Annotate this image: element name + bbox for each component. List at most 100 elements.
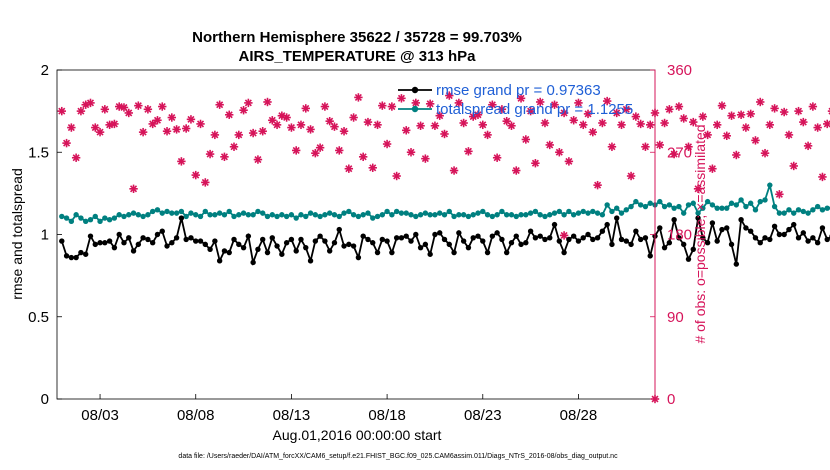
- x-tick-label: 08/03: [81, 407, 119, 424]
- obs-count-point: [306, 125, 315, 134]
- totalspread-point: [413, 213, 419, 220]
- obs-count-point: [71, 153, 81, 162]
- rmse-point: [173, 235, 180, 241]
- rmse-point: [221, 248, 228, 254]
- obs-count-point: [110, 119, 119, 129]
- obs-count-point: [679, 114, 688, 123]
- totalspread-point: [279, 212, 285, 218]
- totalspread-point: [341, 210, 347, 216]
- rmse-point: [303, 244, 309, 251]
- rmse-point: [130, 248, 137, 254]
- rmse-point: [417, 244, 424, 251]
- totalspread-point: [633, 198, 639, 205]
- obs-count-point: [588, 127, 598, 137]
- rmse-point: [322, 238, 328, 244]
- totalspread-point: [331, 212, 338, 218]
- obs-count-point: [641, 142, 650, 151]
- totalspread-point: [126, 212, 132, 218]
- obs-count-point: [311, 148, 320, 158]
- totalspread-point: [475, 210, 481, 216]
- obs-count-point: [655, 140, 664, 150]
- obs-count-point: [339, 127, 349, 136]
- obs-count-point: [402, 126, 411, 135]
- rmse-point: [164, 243, 170, 249]
- totalspread-point: [149, 208, 156, 215]
- totalspread-point: [360, 212, 366, 218]
- totalspread-point: [288, 212, 295, 218]
- totalspread-point: [293, 215, 299, 221]
- rmse-point: [532, 235, 539, 241]
- obs-count-point: [411, 98, 420, 108]
- totalspread-point: [704, 198, 711, 205]
- totalspread-point: [159, 210, 165, 216]
- obs-count-point: [282, 113, 291, 122]
- obs-count-point: [684, 142, 693, 151]
- rmse-point: [432, 231, 438, 238]
- x-tick-label: 08/28: [560, 407, 598, 424]
- obs-count-point: [531, 159, 540, 168]
- rmse-point: [145, 236, 151, 243]
- obs-count-point: [459, 118, 468, 128]
- rmse-point: [460, 238, 467, 244]
- totalspread-point: [87, 216, 94, 223]
- rmse-point: [159, 228, 165, 234]
- rmse-point: [293, 248, 299, 254]
- rmse-point: [255, 246, 261, 253]
- rmse-point: [819, 225, 826, 231]
- totalspread-point: [408, 212, 414, 218]
- totalspread-point: [432, 212, 438, 218]
- totalspread-point: [226, 208, 232, 215]
- rmse-point: [657, 225, 663, 231]
- rmse-point: [393, 235, 400, 241]
- totalspread-point: [374, 213, 381, 220]
- rmse-point: [814, 240, 821, 246]
- obs-count-point: [473, 110, 483, 119]
- totalspread-point: [83, 218, 89, 225]
- rmse-point: [551, 221, 558, 228]
- obs-count-point: [301, 104, 310, 113]
- obs-count-point: [62, 138, 71, 148]
- rmse-point: [681, 241, 687, 248]
- rmse-point: [384, 238, 390, 244]
- y-tick-label: 2: [41, 62, 49, 79]
- totalspread-point: [111, 215, 118, 221]
- x-tick-label: 08/13: [273, 407, 311, 424]
- totalspread-point: [350, 212, 357, 218]
- rmse-point: [781, 231, 787, 238]
- rmse-point: [614, 215, 620, 221]
- totalspread-point: [441, 212, 448, 218]
- rmse-point: [83, 251, 89, 257]
- totalspread-point: [250, 212, 256, 218]
- obs-count-point: [225, 110, 234, 119]
- obs-count-point: [205, 149, 215, 159]
- totalspread-point: [489, 213, 496, 220]
- rmse-point: [250, 259, 256, 266]
- totalspread-point: [145, 212, 151, 218]
- obs-count-point: [669, 149, 679, 159]
- totalspread-point: [570, 212, 577, 218]
- totalspread-point: [767, 182, 773, 188]
- obs-count-point: [421, 154, 430, 163]
- y-tick-label: 0.5: [28, 309, 49, 326]
- obs-count-point: [445, 91, 454, 100]
- obs-count-point: [712, 120, 722, 130]
- obs-count-point: [799, 117, 808, 127]
- rmse-point: [341, 243, 347, 249]
- totalspread-point: [728, 200, 735, 206]
- rmse-point: [609, 241, 615, 248]
- obs-count-point: [488, 100, 497, 109]
- totalspread-point: [657, 198, 663, 205]
- obs-count-point: [191, 170, 200, 180]
- totalspread-point: [671, 205, 677, 211]
- rmse-point: [709, 220, 716, 226]
- obs-count-point: [622, 105, 631, 114]
- totalspread-point: [260, 210, 266, 216]
- obs-count-point: [746, 109, 755, 119]
- rmse-point: [671, 216, 677, 223]
- obs-count-point: [775, 190, 784, 199]
- obs-count-point: [220, 152, 229, 162]
- rmse-point: [604, 221, 610, 228]
- rmse-point: [355, 254, 362, 261]
- obs-count-point: [727, 111, 736, 120]
- obs-count-point: [823, 119, 830, 129]
